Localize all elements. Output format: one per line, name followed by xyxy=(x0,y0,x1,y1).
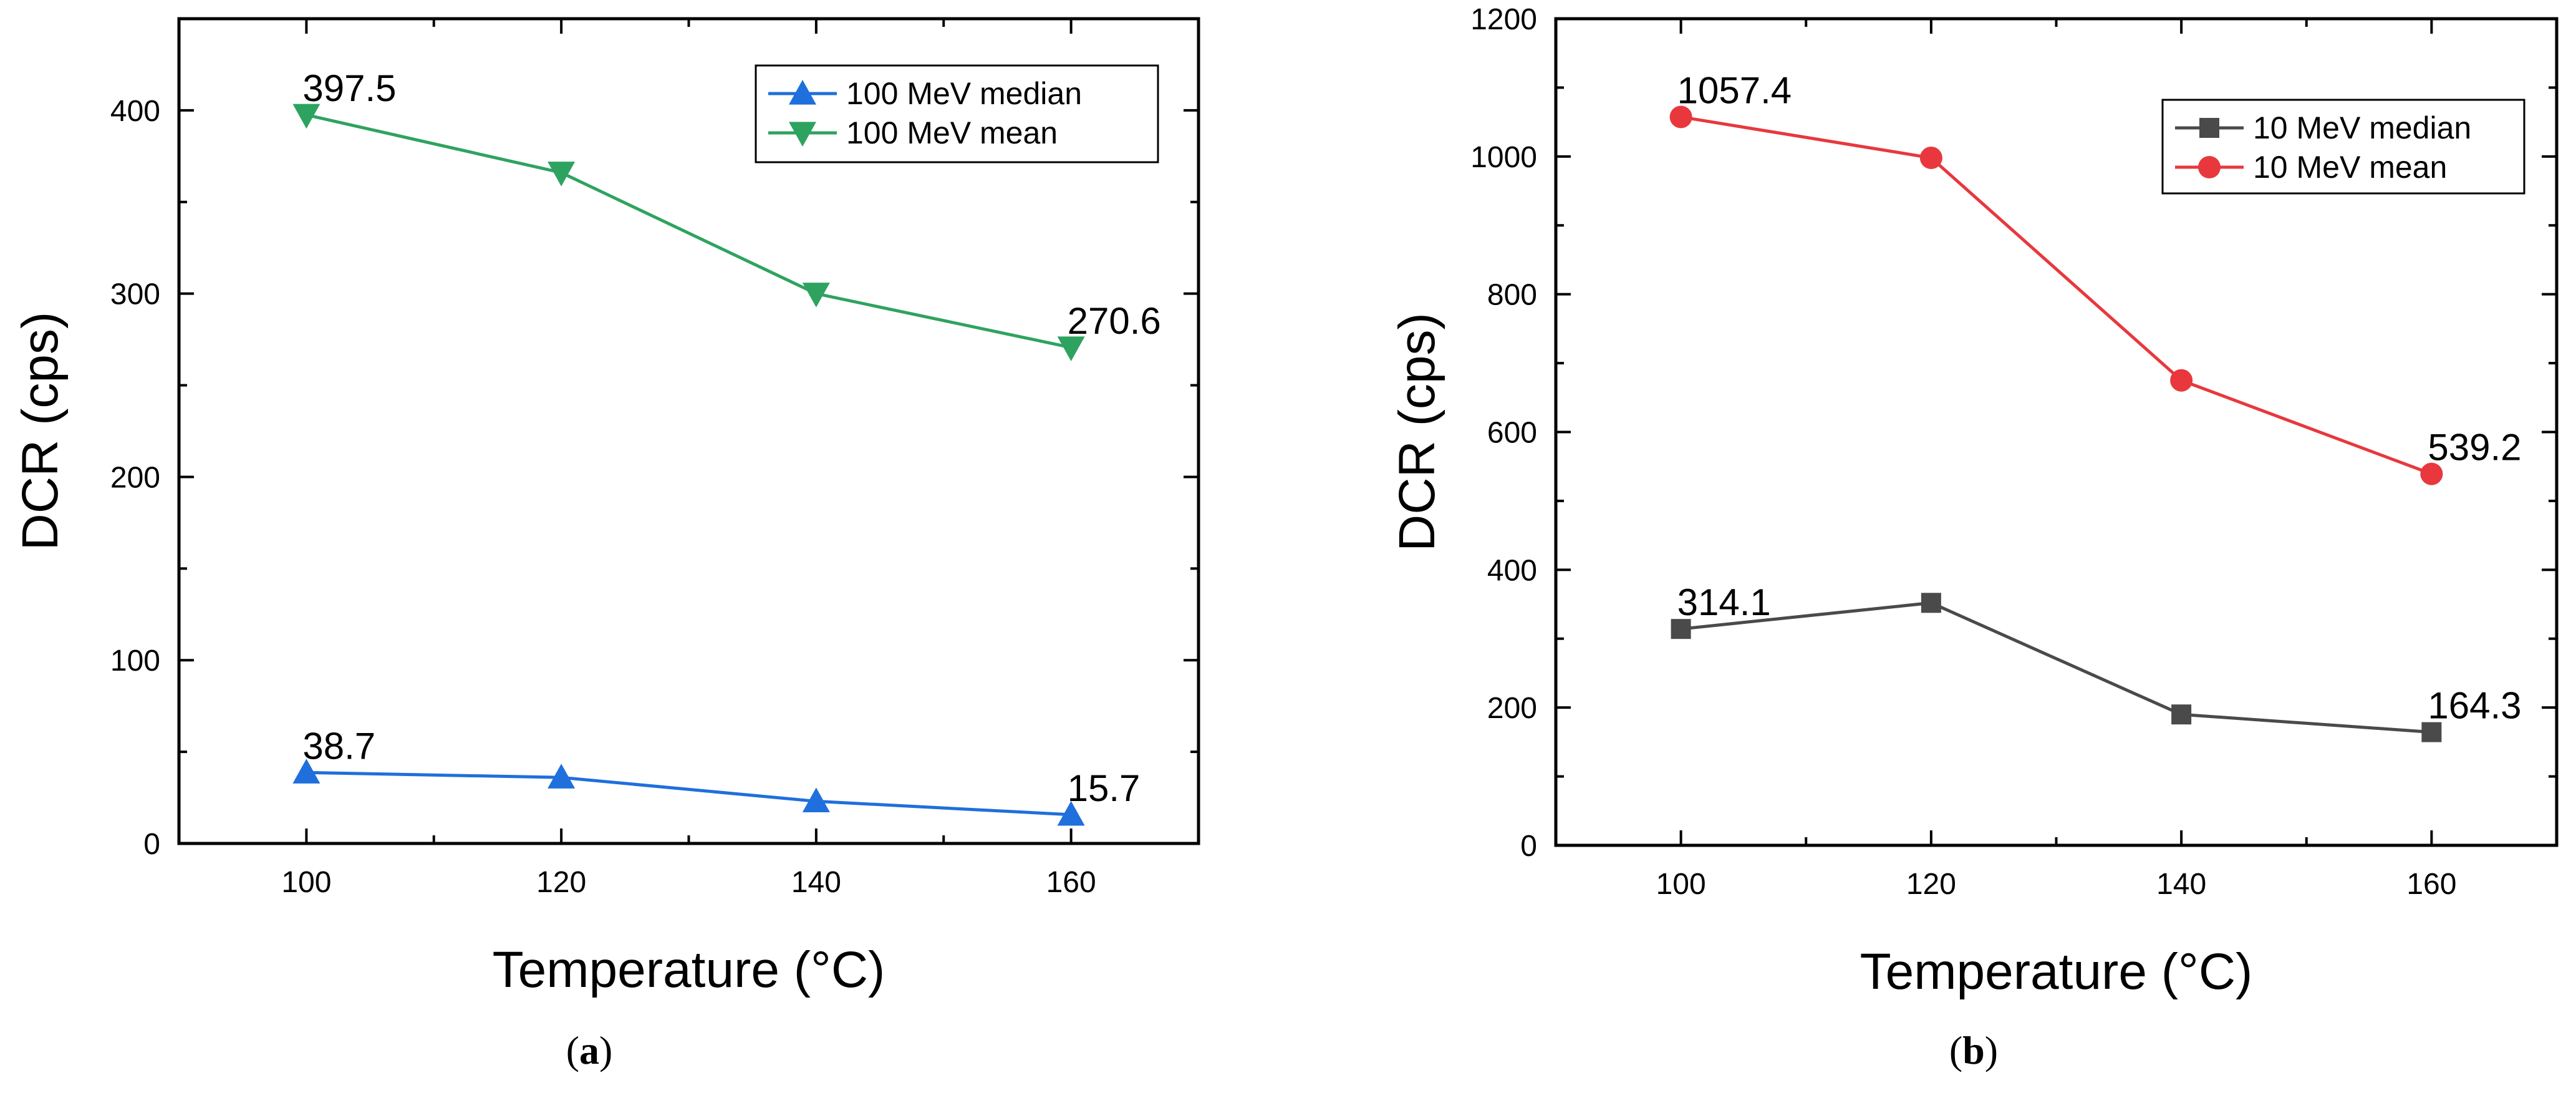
panel-caption: (b) xyxy=(1949,1028,1998,1072)
y-tick-label: 400 xyxy=(1487,554,1537,587)
x-tick-label: 120 xyxy=(1906,868,1956,901)
data-label: 164.3 xyxy=(2428,685,2521,727)
x-tick-label: 100 xyxy=(1656,868,1706,901)
panel-caption: (a) xyxy=(566,1028,613,1072)
data-point xyxy=(1669,105,1692,129)
data-label: 38.7 xyxy=(302,725,375,767)
y-tick-label: 300 xyxy=(110,278,160,311)
data-point xyxy=(802,283,830,308)
series-line xyxy=(1681,601,2432,734)
series-10-mev-mean: 1057.4 539.2 xyxy=(1669,69,2522,485)
legend-box xyxy=(755,64,1159,163)
legend-marker xyxy=(2198,156,2221,178)
x-axis-title: Temperature (°C) xyxy=(1860,943,2253,1000)
series-10-mev-median: 314.1 164.3 xyxy=(1671,581,2522,742)
data-point xyxy=(1921,593,1941,613)
data-label: 539.2 xyxy=(2428,427,2521,469)
series-line xyxy=(306,113,1072,349)
y-axis-title: DCR (cps) xyxy=(1389,313,1445,551)
x-tick-label: 140 xyxy=(2156,868,2206,901)
data-label: 314.1 xyxy=(1677,581,1771,623)
x-tick-label: 160 xyxy=(1046,866,1096,899)
y-tick-label: 200 xyxy=(110,461,160,494)
chart-a: 100 120 140 160 0 100 200 300 400 Temperature (°C… xyxy=(12,17,1200,1072)
data-point xyxy=(802,787,830,813)
data-point xyxy=(1057,336,1085,362)
y-tick-label: 1000 xyxy=(1470,141,1537,174)
y-tick-label: 800 xyxy=(1487,279,1537,312)
y-tick-label: 1200 xyxy=(1470,3,1537,36)
data-point xyxy=(292,759,321,784)
data-point xyxy=(548,764,576,789)
data-point xyxy=(1057,800,1085,826)
series-line xyxy=(1681,115,2433,475)
x-tick-label: 120 xyxy=(536,866,586,899)
series-100-mev-mean: 397.5 270.6 xyxy=(292,67,1161,362)
y-tick-label: 600 xyxy=(1487,417,1537,450)
x-tick-label: 140 xyxy=(791,866,841,899)
data-point xyxy=(1919,147,1942,170)
data-point xyxy=(2171,704,2192,725)
legend-label: 10 MeV median xyxy=(2253,110,2471,145)
legend-label: 10 MeV mean xyxy=(2253,150,2447,185)
data-point xyxy=(2420,462,2443,485)
y-tick-label: 200 xyxy=(1487,692,1537,725)
series-100-mev-median: 38.7 15.7 xyxy=(292,725,1141,826)
data-label: 1057.4 xyxy=(1677,69,1792,111)
legend-marker xyxy=(789,122,816,147)
legend: 10 MeV median 10 MeV mean xyxy=(2161,99,2525,195)
y-tick-label: 100 xyxy=(110,644,160,678)
x-tick-label: 100 xyxy=(281,866,331,899)
legend: 100 MeV median 100 MeV mean xyxy=(755,64,1159,163)
legend-box xyxy=(2161,99,2525,195)
data-point xyxy=(2421,722,2442,742)
data-label: 15.7 xyxy=(1068,767,1141,809)
legend-marker xyxy=(789,80,816,105)
data-point xyxy=(1671,619,1691,639)
data-point xyxy=(292,104,321,129)
x-axis-title: Temperature (°C) xyxy=(493,941,885,998)
y-tick-label: 400 xyxy=(110,95,160,128)
data-point xyxy=(2170,369,2193,392)
data-label: 397.5 xyxy=(302,67,396,109)
data-point xyxy=(548,162,576,187)
y-axis-title: DCR (cps) xyxy=(12,312,69,551)
chart-b: 100 120 140 160 0 200 400 600 800 1000 1200 Tempera… xyxy=(1389,3,2559,1072)
data-label: 270.6 xyxy=(1068,300,1161,342)
legend-marker xyxy=(2199,118,2219,138)
x-tick-label: 160 xyxy=(2406,868,2456,901)
legend-label: 100 MeV median xyxy=(846,76,1082,111)
y-tick-label: 0 xyxy=(1520,830,1537,863)
y-tick-label: 0 xyxy=(143,828,160,861)
series-line xyxy=(306,770,1071,817)
legend-label: 100 MeV mean xyxy=(846,115,1058,150)
